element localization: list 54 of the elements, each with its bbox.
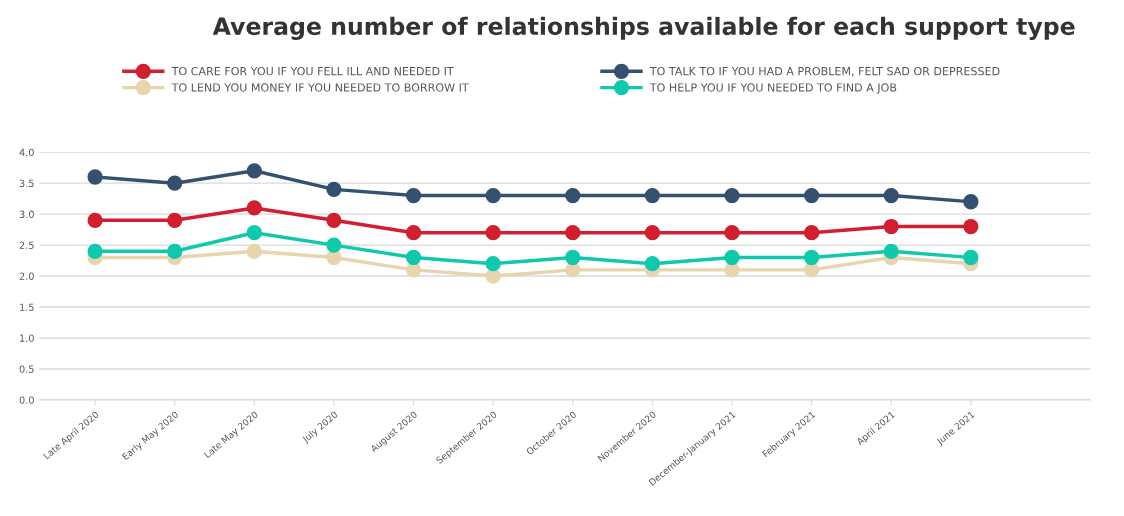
point [724,249,740,266]
point [565,187,581,204]
y-tick-label: 2.5 [19,241,34,249]
point [405,262,422,278]
legend-label: TO LEND YOU MONEY IF YOU NEEDED TO BORROW IT [171,83,469,92]
point [87,243,103,259]
point [485,256,501,272]
point [405,249,422,266]
point [167,212,183,228]
legend-label: TO CARE FOR YOU IF YOU FELL ILL AND NEEDED IT [171,66,454,76]
point [405,187,422,204]
legend-label: TO TALK TO IF YOU HAD A PROBLEM, FELT SAD OR DEPRESSED [649,66,1000,77]
point [724,187,740,204]
point [963,249,979,266]
point [803,187,820,204]
point [326,181,342,198]
point [167,175,183,191]
chart-title: Average number of relationships available for each support type [212,16,1075,40]
point [963,218,979,235]
point [405,225,422,241]
point [724,225,740,241]
y-tick-label: 0.5 [19,365,34,373]
point [167,243,183,259]
point [326,249,342,266]
point [565,225,581,241]
y-tick-label: 3.5 [19,179,34,188]
point [246,243,262,259]
point [326,212,342,228]
point [87,169,103,185]
point [485,225,501,241]
point [246,163,262,179]
point [883,243,899,259]
point [326,237,342,253]
y-tick-label: 4.0 [19,148,34,157]
y-tick-label: 1.0 [20,334,34,342]
legend-label: TO HELP YOU IF YOU NEEDED TO FIND A JOB [649,83,897,94]
y-tick-label: 2.0 [19,272,34,280]
point [963,194,979,210]
y-tick-label: 0.0 [19,396,34,404]
point [803,249,820,266]
point [883,187,899,204]
point [644,187,661,204]
point [803,262,820,278]
point [87,212,103,228]
point [565,249,581,266]
point [883,218,899,235]
point [246,225,262,241]
point [644,256,661,272]
y-tick-label: 1.5 [20,303,34,311]
point [246,200,262,216]
y-tick-label: 3.0 [19,210,34,218]
point [803,225,820,241]
point [644,225,661,241]
point [485,187,501,204]
